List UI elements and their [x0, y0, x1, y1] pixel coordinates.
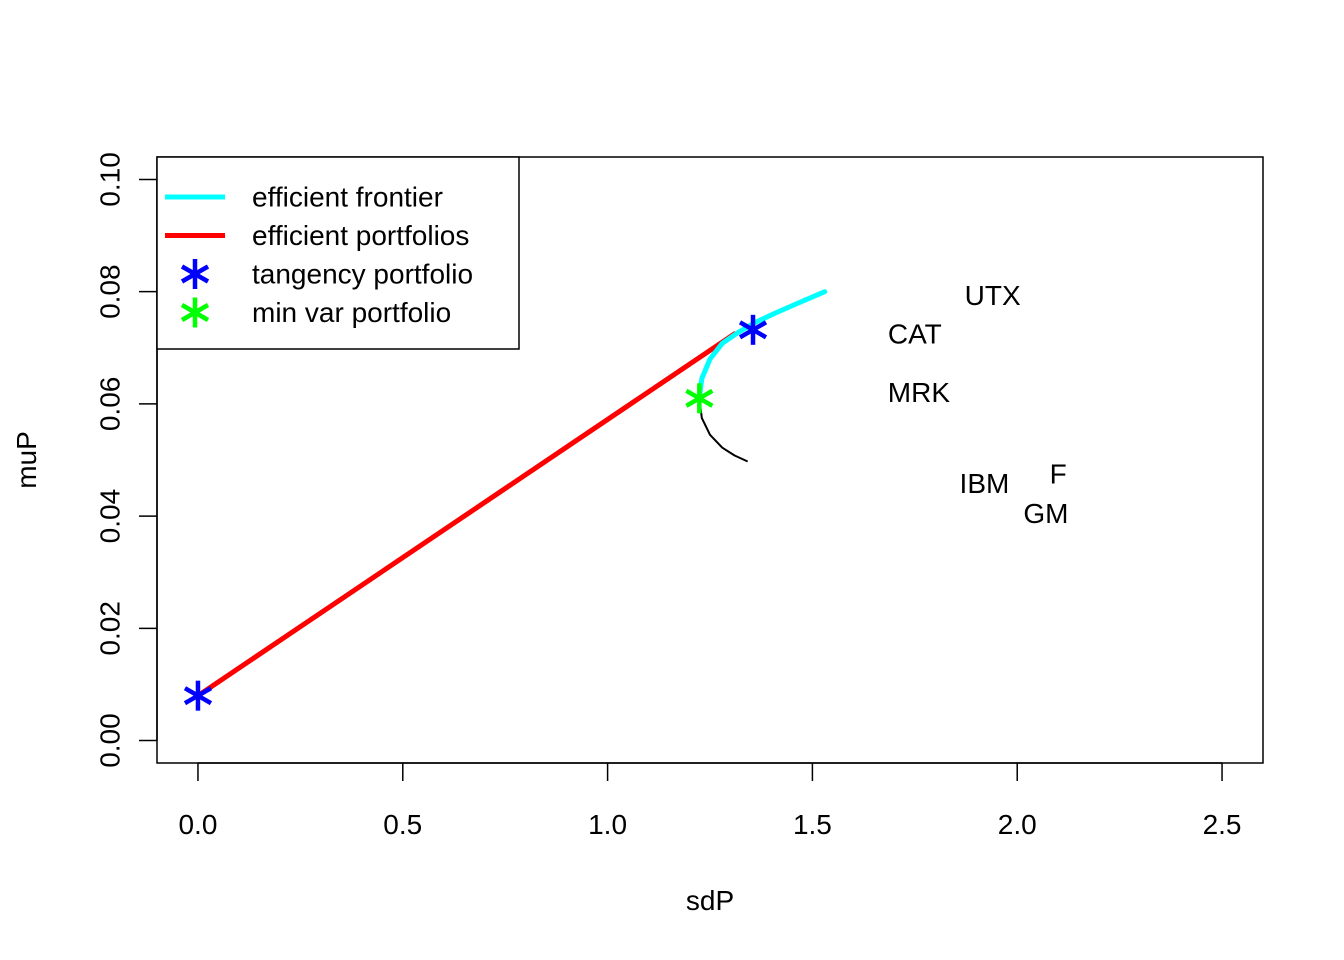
- y-axis-title: muP: [11, 431, 42, 489]
- x-tick-label: 0.5: [383, 809, 422, 840]
- y-tick-label: 0.06: [95, 377, 126, 432]
- x-tick-label: 2.5: [1203, 809, 1242, 840]
- series-line-inefficient-frontier: [698, 397, 748, 463]
- x-axis: 0.0 0.5 1.0 1.5 2.0 2.5: [178, 762, 1242, 840]
- legend-swatch: [180, 297, 210, 328]
- legend-box: [156, 156, 520, 350]
- asset-label-gm: GM: [1023, 498, 1068, 529]
- legend-entry: efficient portfolios: [165, 220, 469, 251]
- x-tick-label: 1.0: [588, 809, 627, 840]
- legend-label: tangency portfolio: [252, 259, 473, 290]
- legend-swatch: [180, 259, 210, 289]
- x-axis-title: sdP: [686, 885, 734, 916]
- asset-label-ibm: IBM: [960, 468, 1010, 499]
- marker-tangency-portfolio: [183, 680, 213, 711]
- legend-entry: efficient frontier: [165, 182, 443, 213]
- asset-label-f: F: [1050, 459, 1067, 490]
- y-tick-label: 0.00: [95, 713, 126, 768]
- x-tick-label: 2.0: [998, 809, 1037, 840]
- legend-entry: min var portfolio: [180, 297, 451, 328]
- plot-area: UTX CAT MRK IBM F GM: [183, 280, 1068, 711]
- legend: efficient frontier efficient portfolios ta…: [156, 156, 520, 350]
- y-tick-label: 0.02: [95, 601, 126, 656]
- series-line-efficient-frontier: [696, 289, 828, 401]
- asset-label-mrk: MRK: [888, 377, 951, 408]
- asset-label-utx: UTX: [965, 280, 1021, 311]
- legend-label: min var portfolio: [252, 297, 451, 328]
- y-tick-label: 0.04: [95, 489, 126, 544]
- y-tick-label: 0.10: [95, 152, 126, 207]
- y-axis: 0.00 0.02 0.04 0.06 0.08 0.10: [95, 152, 158, 768]
- x-tick-label: 0.0: [178, 809, 217, 840]
- legend-entry: tangency portfolio: [180, 259, 473, 290]
- series-line-efficient-portfolios: [195, 331, 738, 699]
- asset-label-cat: CAT: [888, 318, 942, 349]
- x-tick-label: 1.5: [793, 809, 832, 840]
- marker-tangency-portfolio: [738, 314, 768, 345]
- y-tick-label: 0.08: [95, 264, 126, 319]
- marker-min-var-portfolio: [685, 383, 714, 414]
- legend-label: efficient portfolios: [252, 220, 469, 251]
- legend-label: efficient frontier: [252, 182, 443, 213]
